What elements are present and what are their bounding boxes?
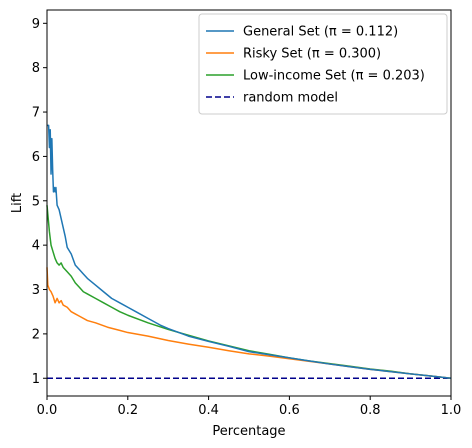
y-tick-label: 9 <box>32 17 40 32</box>
x-tick-label: 0.4 <box>198 403 219 418</box>
plot-series <box>46 124 452 379</box>
y-tick-label: 4 <box>32 239 40 254</box>
x-axis-title: Percentage <box>212 424 285 439</box>
y-tick-label: 2 <box>32 327 40 342</box>
legend-label: Risky Set (π = 0.300) <box>243 47 381 62</box>
y-tick-label: 8 <box>32 61 40 76</box>
x-tick-label: 0.0 <box>37 403 58 418</box>
y-tick-label: 3 <box>32 283 40 298</box>
legend-box <box>198 13 448 115</box>
y-axis-title: Lift <box>10 193 25 213</box>
x-tick-label: 0.2 <box>117 403 138 418</box>
legend-label: random model <box>243 91 338 106</box>
plot-frame <box>46 9 452 397</box>
series-line-0 <box>47 124 452 379</box>
y-tick-label: 6 <box>32 150 40 165</box>
y-axis-ticks: 1 2 3 4 5 6 7 8 9 <box>32 17 47 387</box>
x-axis-ticks: 0.0 0.2 0.4 0.6 0.8 1.0 <box>37 396 462 418</box>
x-tick-label: 0.8 <box>360 403 381 418</box>
y-tick-label: 5 <box>32 194 40 209</box>
y-tick-label: 7 <box>32 106 40 121</box>
legend: General Set (π = 0.112) Risky Set (π = 0.… <box>198 13 448 115</box>
x-tick-label: 0.6 <box>279 403 300 418</box>
x-tick-label: 1.0 <box>441 403 462 418</box>
legend-label: Low-income Set (π = 0.203) <box>243 69 425 84</box>
legend-label: General Set (π = 0.112) <box>243 25 398 40</box>
y-tick-label: 1 <box>32 372 40 387</box>
